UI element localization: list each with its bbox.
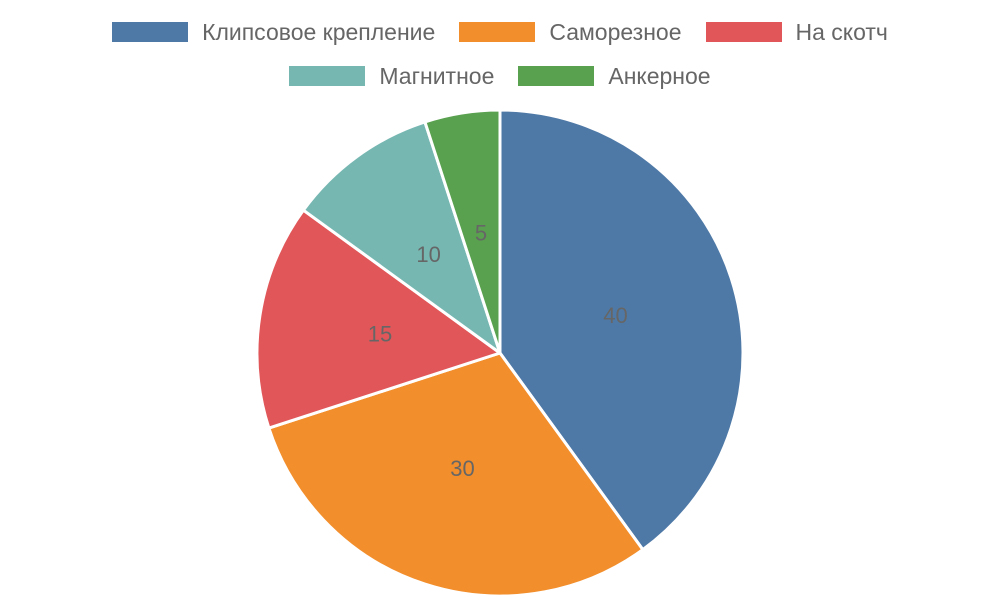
pie-slice[interactable] [498, 108, 745, 552]
legend-label: На скотч [795, 18, 888, 45]
legend-swatch [518, 66, 595, 86]
legend-item[interactable]: На скотч [705, 18, 888, 46]
slice-value-label: 5 [475, 221, 487, 246]
slice-value-label: 40 [603, 303, 627, 328]
legend-swatch [705, 22, 782, 42]
legend-item[interactable]: Клипсовое крепление [112, 19, 435, 46]
legend-swatch [112, 22, 189, 42]
legend-item[interactable]: Магнитное [289, 63, 494, 90]
legend-item[interactable]: Анкерное [518, 62, 711, 90]
legend-swatch [459, 22, 536, 42]
legend-row: Магнитное Анкерное [0, 58, 1000, 94]
legend-label: Анкерное [608, 62, 711, 89]
pie-slice[interactable] [301, 120, 502, 355]
legend-label: Клипсовое крепление [202, 18, 436, 45]
legend-swatch [289, 66, 366, 86]
pie-slice[interactable] [423, 108, 502, 355]
legend-label: Саморезное [549, 18, 682, 45]
slice-value-label: 10 [416, 242, 440, 267]
slice-value-label: 15 [368, 321, 392, 346]
legend-label: Магнитное [379, 62, 495, 89]
legend-row: Клипсовое крепление Саморезное На скотч [0, 14, 1000, 50]
pie-slice[interactable] [267, 351, 645, 598]
legend: Клипсовое крепление Саморезное На скотч Маг… [0, 14, 1000, 102]
slice-value-label: 30 [450, 456, 474, 481]
legend-item[interactable]: Саморезное [459, 18, 682, 46]
pie-slice[interactable] [255, 208, 502, 430]
